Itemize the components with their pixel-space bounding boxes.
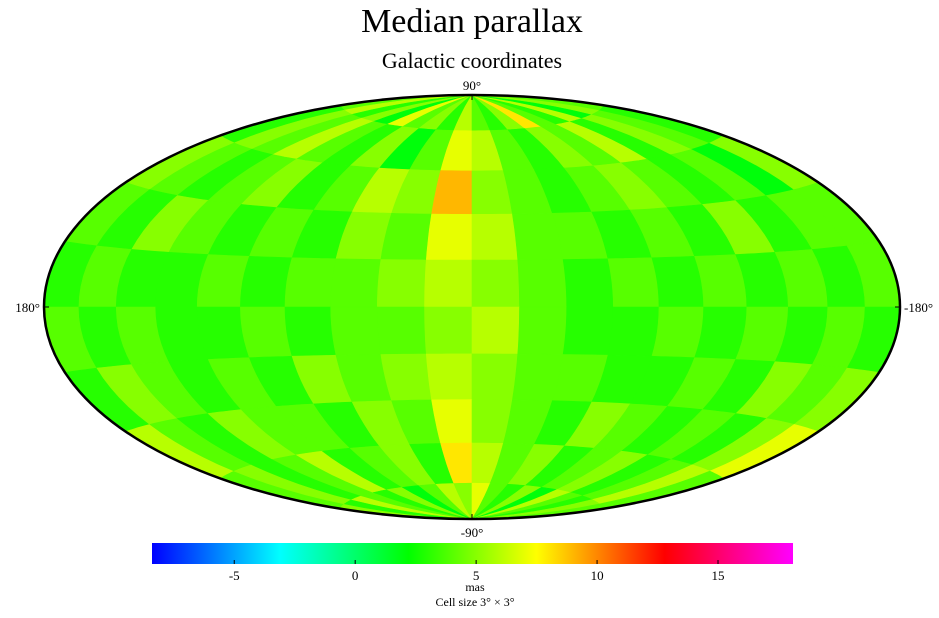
map-cell — [376, 306, 427, 355]
map-cell — [330, 306, 382, 356]
colorbar-tick-label: 10 — [591, 568, 604, 583]
map-cell — [284, 257, 337, 308]
map-cells — [43, 93, 901, 521]
map-cell — [284, 306, 337, 357]
lat-label: 90° — [463, 78, 481, 93]
map-cell — [517, 259, 568, 308]
chart-title: Median parallax — [361, 3, 583, 40]
map-cell — [424, 259, 473, 308]
map-cell — [376, 259, 427, 308]
map-cell — [330, 258, 382, 308]
note: Cell size 3° × 3° — [435, 595, 514, 609]
map-cell — [471, 259, 520, 308]
map-cell — [607, 257, 660, 308]
colorbar — [152, 543, 793, 564]
map-cell — [471, 353, 519, 401]
map-cell — [425, 353, 473, 401]
lon-label: 180° — [15, 300, 40, 315]
chart-subtitle: Galactic coordinates — [382, 48, 562, 73]
map-cell — [517, 306, 568, 355]
map-cell — [240, 306, 293, 359]
map-cell — [425, 213, 473, 261]
colorbar-label: mas — [465, 580, 485, 594]
colorbar-tick-label: -5 — [229, 568, 240, 583]
map-cell — [607, 306, 660, 357]
map-cell — [240, 255, 293, 308]
map-cell — [562, 258, 614, 308]
colorbar-tick-label: 0 — [352, 568, 359, 583]
map-cell — [471, 213, 519, 261]
map-cell — [424, 306, 473, 355]
colorbar-tick-label: 15 — [712, 568, 725, 583]
lon-label: -180° — [904, 300, 933, 315]
map-cell — [651, 255, 704, 308]
colorbar-tick-label: 5 — [473, 568, 480, 583]
map-cell — [471, 306, 520, 355]
map-cell — [651, 306, 704, 359]
lat-label: -90° — [461, 525, 484, 540]
map-cell — [562, 306, 614, 356]
